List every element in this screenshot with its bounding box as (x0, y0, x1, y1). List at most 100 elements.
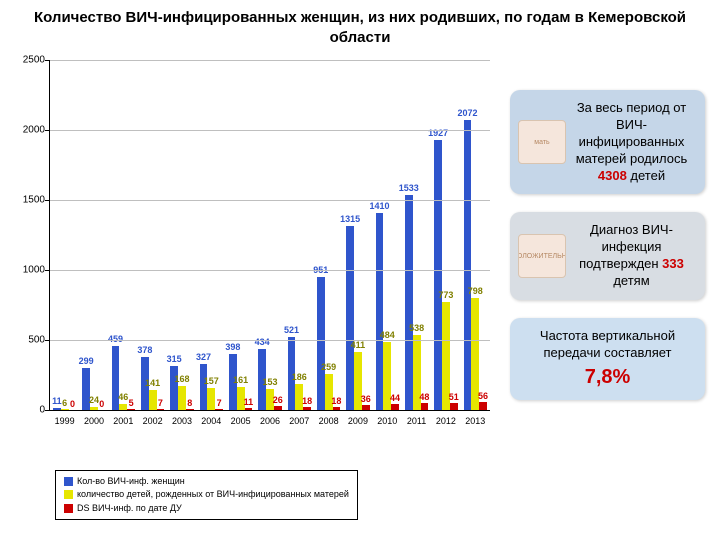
side-panels: матьЗа весь период от ВИЧ-инфицированных… (510, 90, 705, 400)
bar-ds: 7 (157, 409, 165, 410)
bar-children: 168 (178, 386, 186, 410)
bar-value-label: 24 (89, 395, 99, 405)
bar-ds: 51 (450, 403, 458, 410)
y-tick-label: 2500 (10, 55, 45, 66)
bar-women: 1315 (346, 226, 354, 410)
bar-value-label: 459 (108, 334, 123, 344)
y-tick-mark (45, 340, 50, 341)
y-tick-label: 500 (10, 335, 45, 346)
x-tick-label: 2010 (373, 416, 402, 426)
bar-value-label: 798 (468, 286, 483, 296)
bar-ds: 18 (303, 407, 311, 410)
bar-value-label: 161 (233, 375, 248, 385)
panel-text-pre: Диагноз ВИЧ-инфекция подтвержден (579, 222, 673, 271)
bar-women: 951 (317, 277, 325, 410)
bar-children: 141 (149, 390, 157, 410)
x-axis-labels: 1999200020012002200320042005200620072008… (50, 416, 490, 426)
slide-container: Количество ВИЧ-инфицированных женщин, из… (0, 0, 720, 540)
panel-text-pre: За весь период от ВИЧ-инфицированных мат… (576, 100, 688, 166)
bar-group: 299 240 (79, 60, 108, 410)
panel-text: Диагноз ВИЧ-инфекция подтвержден 333 дет… (570, 222, 693, 290)
bar-group: 192777351 (431, 60, 460, 410)
panel-text-pre: Частота вертикальной передачи составляет (540, 328, 675, 360)
bar-value-label: 1533 (399, 183, 419, 193)
bar-value-label: 186 (292, 372, 307, 382)
plot-region: 1160299240459465378141731516883271577398… (49, 60, 490, 411)
bar-group: 3781417 (138, 60, 167, 410)
panel-text: Частота вертикальной передачи составляет… (522, 328, 693, 390)
bar-value-label: 6 (62, 398, 67, 408)
bar-ds: 8 (186, 409, 194, 410)
bar-group: 39816111 (226, 60, 255, 410)
x-tick-label: 2008 (314, 416, 343, 426)
grid-line (50, 270, 490, 271)
x-tick-label: 2000 (79, 416, 108, 426)
legend-item: количество детей, рожденных от ВИЧ-инфиц… (64, 488, 349, 502)
bar-value-label: 7 (158, 398, 163, 408)
bar-value-label: 259 (321, 362, 336, 372)
legend: Кол-во ВИЧ-инф. женщинколичество детей, … (55, 470, 358, 521)
y-tick-label: 1500 (10, 195, 45, 206)
bar-value-label: 0 (70, 399, 75, 409)
x-tick-label: 2013 (461, 416, 490, 426)
bar-value-label: 11 (244, 397, 254, 407)
bar-value-label: 18 (302, 396, 312, 406)
legend-label: DS ВИЧ-инф. по дате ДУ (77, 502, 182, 516)
bar-ds: 26 (274, 406, 282, 410)
grid-line (50, 60, 490, 61)
bar-value-label: 0 (99, 399, 104, 409)
bar-value-label: 299 (79, 356, 94, 366)
bar-value-label: 315 (167, 354, 182, 364)
chart-title: Количество ВИЧ-инфицированных женщин, из… (0, 0, 720, 51)
bar-ds: 11 (245, 408, 253, 410)
y-tick-label: 1000 (10, 265, 45, 276)
y-tick-mark (45, 200, 50, 201)
bar-women: 1927 (434, 140, 442, 410)
bar-women: 315 (170, 366, 178, 410)
panel-highlight: 7,8% (522, 364, 693, 390)
legend-swatch (64, 504, 73, 513)
bar-value-label: 5 (129, 398, 134, 408)
x-tick-label: 2002 (138, 416, 167, 426)
y-tick-label: 0 (10, 405, 45, 416)
y-tick-mark (45, 410, 50, 411)
bar-value-label: 2072 (457, 108, 477, 118)
bar-group: 521 186 18 (285, 60, 314, 410)
panel-text-post: детей (627, 168, 665, 183)
legend-label: Кол-во ВИЧ-инф. женщин (77, 475, 185, 489)
info-panel: Частота вертикальной передачи составляет… (510, 318, 705, 400)
bar-women: 327 (200, 364, 208, 410)
panel-text: За весь период от ВИЧ-инфицированных мат… (570, 100, 693, 184)
y-tick-mark (45, 60, 50, 61)
panel-image-icon: ПОЛОЖИТЕЛЬНО (518, 234, 566, 278)
x-tick-label: 2005 (226, 416, 255, 426)
bar-value-label: 8 (187, 398, 192, 408)
chart-area: 1160299240459465378141731516883271577398… (15, 60, 495, 460)
bar-value-label: 44 (390, 393, 400, 403)
bar-value-label: 484 (380, 330, 395, 340)
bar-women: 1533 (405, 195, 413, 410)
x-tick-label: 2007 (285, 416, 314, 426)
panel-highlight: 333 (662, 256, 684, 271)
bar-value-label: 521 (284, 325, 299, 335)
bar-group: 153353848 (402, 60, 431, 410)
bar-group: 141048444 (373, 60, 402, 410)
x-tick-label: 1999 (50, 416, 79, 426)
x-tick-label: 2003 (167, 416, 196, 426)
legend-item: Кол-во ВИЧ-инф. женщин (64, 475, 349, 489)
bar-group: 207279856 (461, 60, 490, 410)
grid-line (50, 340, 490, 341)
bar-group: 3271577 (197, 60, 226, 410)
bar-value-label: 538 (409, 323, 424, 333)
bar-children: 24 (90, 407, 98, 410)
bar-children: 6 (61, 409, 69, 410)
y-tick-label: 2000 (10, 125, 45, 136)
bar-value-label: 36 (361, 394, 371, 404)
legend-swatch (64, 477, 73, 486)
bar-group: 3151688 (167, 60, 196, 410)
legend-item: DS ВИЧ-инф. по дате ДУ (64, 502, 349, 516)
bar-children: 157 (207, 388, 215, 410)
panel-highlight: 4308 (598, 168, 627, 183)
bar-ds: 18 (333, 407, 341, 410)
legend-label: количество детей, рожденных от ВИЧ-инфиц… (77, 488, 349, 502)
